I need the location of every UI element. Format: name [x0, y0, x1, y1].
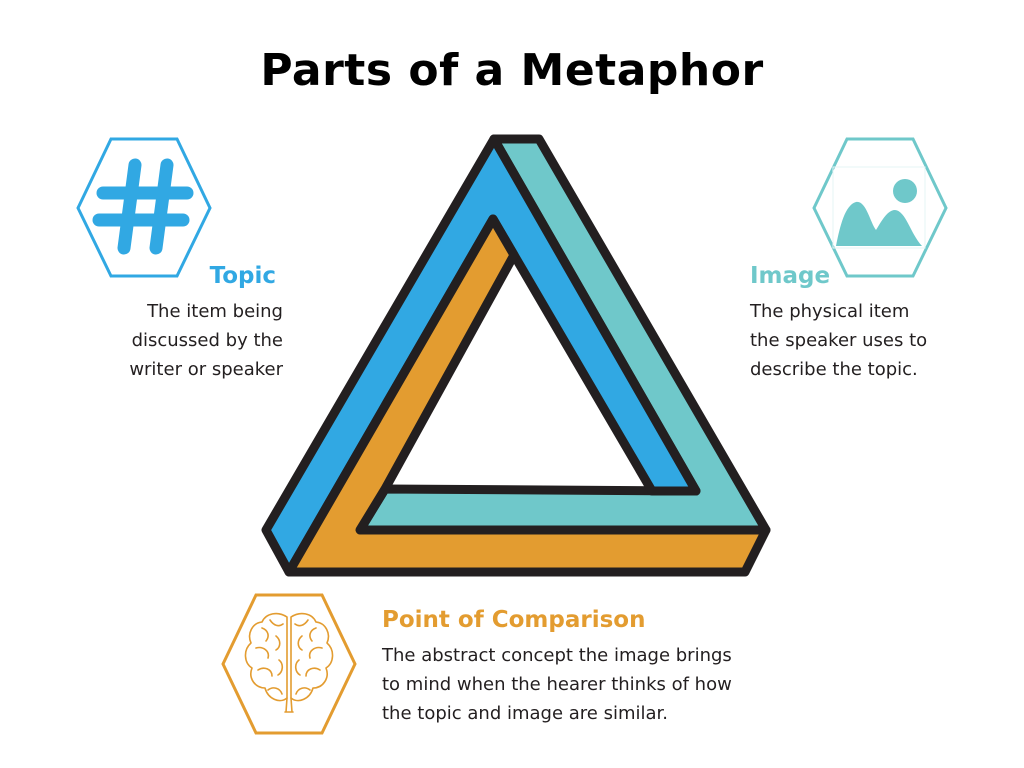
image-hexagon [812, 137, 948, 278]
point-of-comparison-description: The abstract concept the image brings to… [382, 641, 732, 728]
point-of-comparison-description-line: the topic and image are similar. [382, 703, 668, 724]
point-of-comparison-hexagon [221, 593, 357, 735]
image-icon-badge [812, 137, 948, 278]
topic-description-line: writer or speaker [129, 359, 283, 380]
point-of-comparison-description-line: The abstract concept the image brings [382, 645, 732, 666]
image-description-line: The physical item [750, 301, 910, 322]
picture-icon [832, 166, 926, 249]
page-title: Parts of a Metaphor [260, 45, 764, 96]
point-of-comparison-heading: Point of Comparison [382, 607, 646, 633]
hashtag-icon [92, 158, 194, 255]
topic-heading: Topic [209, 263, 276, 289]
point-of-comparison-icon-badge [221, 593, 357, 735]
image-description-line: describe the topic. [750, 359, 918, 380]
brain-icon [244, 612, 334, 713]
penrose-triangle-icon [261, 134, 771, 577]
topic-description: The item being discussed by the writer o… [129, 297, 283, 384]
image-description-line: the speaker uses to [750, 330, 928, 351]
point-of-comparison-description-line: to mind when the hearer thinks of how [382, 674, 732, 695]
triangle-band-point-of-comparison [284, 214, 771, 577]
topic-icon-badge [76, 137, 212, 278]
image-heading: Image [750, 263, 831, 289]
topic-description-line: discussed by the [131, 330, 283, 351]
topic-hexagon [76, 137, 212, 278]
image-description: The physical item the speaker uses to de… [750, 297, 927, 384]
topic-description-line: The item being [147, 301, 283, 322]
